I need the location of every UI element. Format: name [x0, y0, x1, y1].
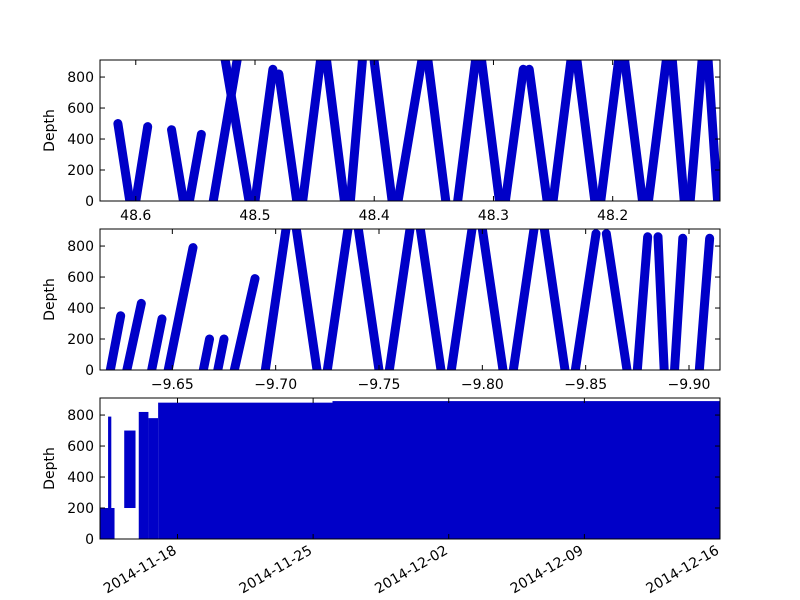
- data-track: [453, 60, 481, 201]
- data-track: [539, 229, 570, 370]
- x-tick-label: 48.5: [239, 208, 270, 224]
- data-track: [113, 119, 135, 201]
- data-track: [105, 311, 126, 370]
- y-tick-label: 600: [67, 101, 94, 117]
- x-tick-label: 48.4: [359, 208, 390, 224]
- data-track: [345, 60, 367, 201]
- x-tick-label: −9.75: [358, 377, 401, 393]
- data-track: [131, 122, 153, 201]
- x-tick-label: −9.70: [254, 377, 297, 393]
- data-band: [303, 473, 323, 539]
- data-track: [548, 60, 576, 201]
- data-band: [148, 418, 159, 539]
- data-track: [667, 60, 689, 201]
- data-track: [643, 60, 671, 201]
- y-tick-label: 600: [67, 270, 94, 286]
- data-band: [124, 430, 136, 509]
- y-tick-label: 200: [67, 332, 94, 348]
- y-tick-label: 0: [85, 363, 94, 379]
- data-track: [500, 64, 528, 201]
- x-tick-label: −9.65: [151, 377, 194, 393]
- data-track: [369, 60, 397, 201]
- data-track: [298, 60, 326, 201]
- data-track: [477, 229, 508, 370]
- y-tick-label: 0: [85, 194, 94, 210]
- data-band: [332, 401, 720, 539]
- data-track: [167, 125, 188, 201]
- axes-frame: [99, 397, 721, 540]
- y-tick-label: 400: [67, 132, 94, 148]
- data-track: [322, 229, 353, 370]
- y-tick-label: 200: [67, 163, 94, 179]
- data-track: [384, 229, 415, 370]
- data-track: [393, 60, 427, 201]
- data-track: [477, 60, 504, 201]
- x-tick-label: 48.2: [597, 208, 628, 224]
- data-track: [620, 60, 647, 201]
- data-track: [415, 229, 446, 370]
- data-track: [694, 233, 715, 370]
- data-track: [163, 243, 198, 370]
- data-track: [198, 334, 215, 370]
- data-track: [446, 229, 477, 370]
- data-track: [524, 64, 552, 201]
- data-track: [122, 298, 146, 370]
- y-axis-label: Depth: [42, 447, 58, 490]
- y-tick-label: 200: [67, 501, 94, 517]
- data-band: [100, 508, 115, 539]
- data-track: [220, 60, 254, 201]
- x-tick-label: 48.6: [120, 208, 151, 224]
- data-track: [184, 129, 206, 201]
- data-track: [147, 314, 167, 370]
- data-track: [653, 232, 669, 370]
- data-track: [213, 334, 229, 370]
- data-track: [291, 229, 322, 370]
- data-track: [685, 60, 707, 201]
- data-track: [274, 69, 302, 201]
- data-track: [570, 229, 601, 370]
- plot-area-1: [113, 60, 720, 201]
- x-tick-label: −9.90: [668, 377, 711, 393]
- y-tick-label: 800: [67, 408, 94, 424]
- data-track: [353, 229, 384, 370]
- y-tick-label: 400: [67, 470, 94, 486]
- x-tick-label: −9.85: [564, 377, 607, 393]
- panel-2: 0 200 400 600 800 −9.65 −9.70 −9.75 −9.80 −9.85 −9…: [42, 228, 721, 393]
- panel-1: 0 200 400 600 800 48.6 48.5 48.4 48.3 48.2 Depth: [42, 59, 721, 224]
- y-axis-label: Depth: [42, 109, 58, 152]
- x-tick-label: 48.3: [478, 208, 509, 224]
- data-track: [508, 229, 539, 370]
- plot-area-2: [105, 229, 715, 370]
- data-band: [700, 452, 720, 539]
- data-track: [572, 60, 600, 201]
- y-axis-label: Depth: [42, 278, 58, 321]
- axes-frame: [99, 228, 721, 371]
- plot-area-3: [100, 401, 720, 539]
- data-track: [703, 60, 720, 201]
- y-tick-label: 800: [67, 239, 94, 255]
- data-track: [596, 60, 624, 201]
- data-track: [632, 232, 653, 370]
- y-tick-label: 400: [67, 301, 94, 317]
- data-band: [138, 411, 149, 539]
- y-tick-label: 600: [67, 439, 94, 455]
- data-track: [250, 64, 278, 201]
- data-track: [322, 60, 349, 201]
- data-track: [260, 229, 291, 370]
- y-tick-label: 0: [85, 532, 94, 548]
- axes-frame: [99, 59, 721, 202]
- data-track: [670, 233, 688, 370]
- data-track: [423, 60, 451, 201]
- data-track: [601, 229, 632, 370]
- y-tick-label: 800: [67, 70, 94, 86]
- data-band: [108, 416, 112, 509]
- x-tick-label: −9.80: [461, 377, 504, 393]
- data-track: [229, 274, 260, 370]
